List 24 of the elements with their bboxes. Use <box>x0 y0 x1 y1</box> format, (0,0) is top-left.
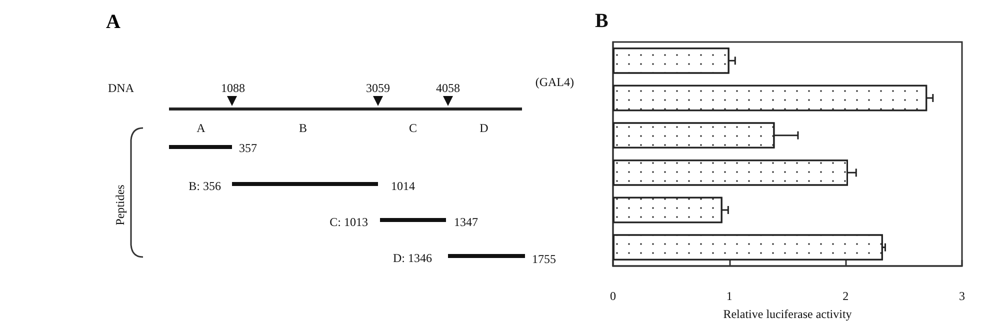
text: 1014 <box>391 179 415 193</box>
text: 1755 <box>532 252 556 266</box>
chart-title: B <box>595 10 608 32</box>
text: Peptides <box>113 184 127 226</box>
text: 1347 <box>454 215 478 229</box>
text: C <box>408 121 418 135</box>
x-tick-label: 3 <box>959 289 965 303</box>
x-tick-label: 0 <box>610 289 616 303</box>
text: D <box>480 121 489 135</box>
text: 357 <box>239 141 257 155</box>
x-tick-label: 2 <box>842 289 849 303</box>
text: A <box>196 121 206 135</box>
x-tick-label: 1 <box>726 289 732 303</box>
text: A <box>106 11 121 33</box>
text: 3059 <box>366 81 390 95</box>
x-axis-title: Relative luciferase activity <box>723 307 852 321</box>
text: 1088 <box>221 81 245 95</box>
text: 4058 <box>436 81 460 95</box>
text: (GAL4) <box>535 75 574 89</box>
text: D: 1346 <box>393 251 432 265</box>
text: B <box>298 121 308 135</box>
text: C: 1013 <box>330 215 368 229</box>
text: DNA <box>108 81 134 95</box>
text: B: 356 <box>188 179 221 193</box>
